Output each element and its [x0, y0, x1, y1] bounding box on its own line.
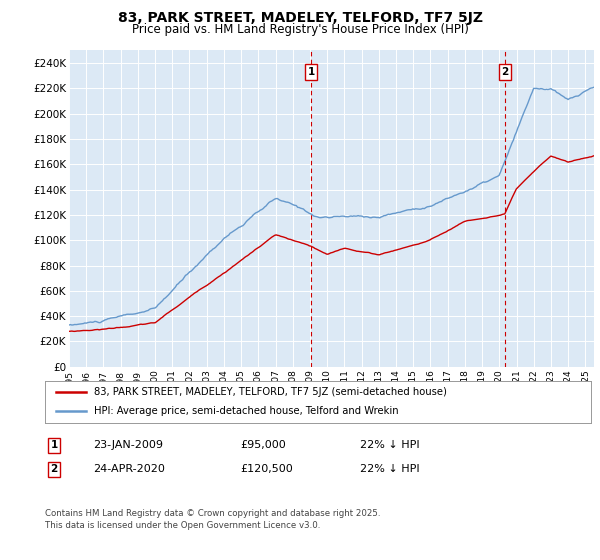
Text: 22% ↓ HPI: 22% ↓ HPI: [360, 464, 419, 474]
Text: 83, PARK STREET, MADELEY, TELFORD, TF7 5JZ (semi-detached house): 83, PARK STREET, MADELEY, TELFORD, TF7 5…: [94, 387, 447, 397]
Text: £120,500: £120,500: [240, 464, 293, 474]
Text: 2: 2: [50, 464, 58, 474]
Text: Price paid vs. HM Land Registry's House Price Index (HPI): Price paid vs. HM Land Registry's House …: [131, 22, 469, 36]
Text: £95,000: £95,000: [240, 440, 286, 450]
Text: 1: 1: [308, 67, 315, 77]
Text: 23-JAN-2009: 23-JAN-2009: [93, 440, 163, 450]
Text: 24-APR-2020: 24-APR-2020: [93, 464, 165, 474]
Text: Contains HM Land Registry data © Crown copyright and database right 2025.
This d: Contains HM Land Registry data © Crown c…: [45, 509, 380, 530]
Text: 83, PARK STREET, MADELEY, TELFORD, TF7 5JZ: 83, PARK STREET, MADELEY, TELFORD, TF7 5…: [118, 12, 482, 26]
Text: 1: 1: [50, 440, 58, 450]
Text: HPI: Average price, semi-detached house, Telford and Wrekin: HPI: Average price, semi-detached house,…: [94, 407, 399, 417]
Text: 22% ↓ HPI: 22% ↓ HPI: [360, 440, 419, 450]
Text: 2: 2: [501, 67, 508, 77]
